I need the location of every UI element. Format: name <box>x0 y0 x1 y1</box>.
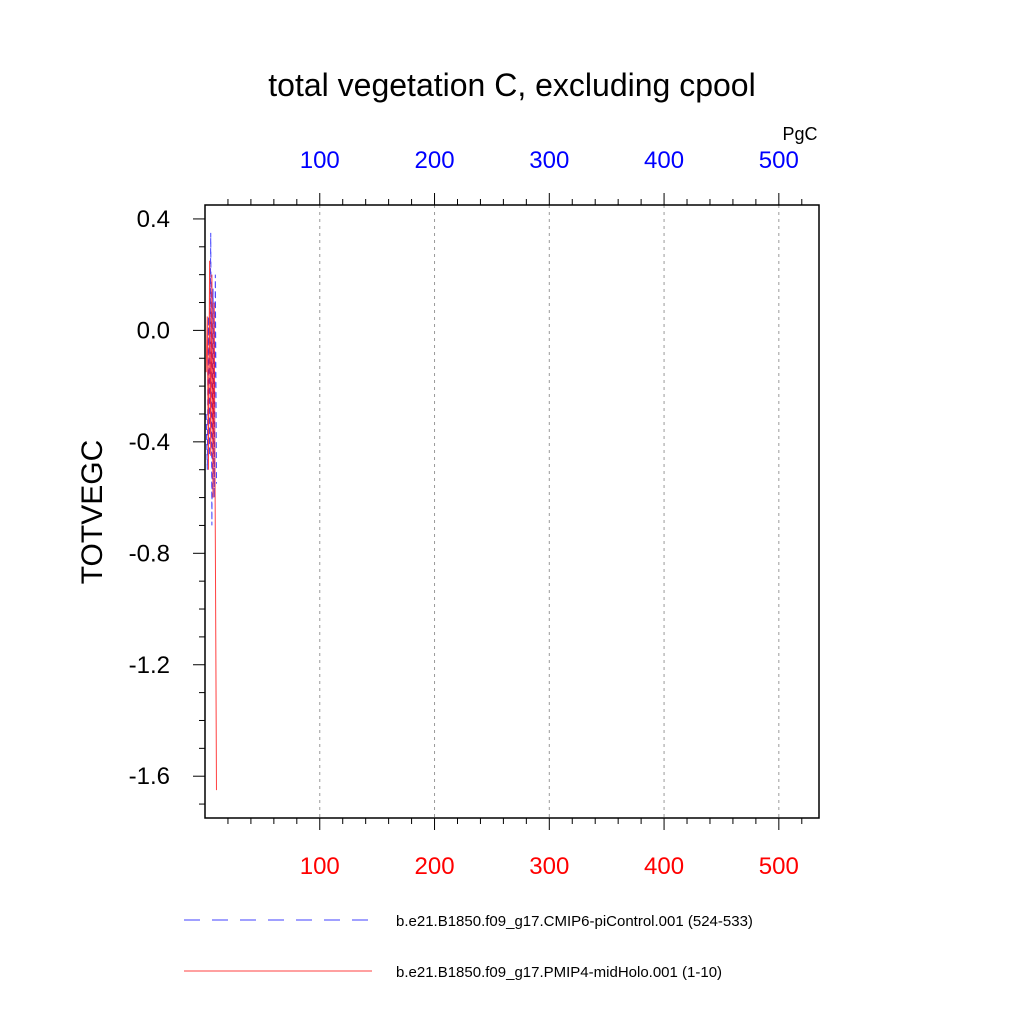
x-tick-label-top: 100 <box>300 147 340 174</box>
x-tick-label-bottom: 300 <box>529 853 569 880</box>
y-tick-label: 0.0 <box>137 317 170 344</box>
axis-ticks: 100 100 200 200 300 300 400 400 500 500 0.4 0.0 -0.4… <box>129 147 803 880</box>
x-tick-label-top: 300 <box>529 147 569 174</box>
y-axis-label: TOTVEGC <box>76 440 109 584</box>
x-tick-label-bottom: 500 <box>759 853 799 880</box>
x-tick-label-top: 400 <box>644 147 684 174</box>
series-line-2 <box>205 260 217 791</box>
y-tick-label: -1.6 <box>129 763 170 790</box>
legend: b.e21.B1850.f09_g17.CMIP6-piControl.001 … <box>184 913 753 981</box>
series-group <box>205 232 217 791</box>
plot-frame <box>204 204 820 819</box>
grid-lines <box>319 205 780 818</box>
legend-label-2: b.e21.B1850.f09_g17.PMIP4-midHolo.001 (1… <box>396 964 722 981</box>
top-axis-unit-label: PgC <box>782 124 817 144</box>
x-tick-label-bottom: 400 <box>644 853 684 880</box>
x-tick-label-top: 500 <box>759 147 799 174</box>
y-tick-label: -1.2 <box>129 652 170 679</box>
x-tick-label-bottom: 200 <box>415 853 455 880</box>
x-tick-label-top: 200 <box>415 147 455 174</box>
y-tick-label: 0.4 <box>137 206 170 233</box>
legend-label-1: b.e21.B1850.f09_g17.CMIP6-piControl.001 … <box>396 913 753 930</box>
x-tick-label-bottom: 100 <box>300 853 340 880</box>
chart-title: total vegetation C, excluding cpool <box>268 67 755 103</box>
y-tick-label: -0.8 <box>129 540 170 567</box>
y-tick-label: -0.4 <box>129 429 170 456</box>
